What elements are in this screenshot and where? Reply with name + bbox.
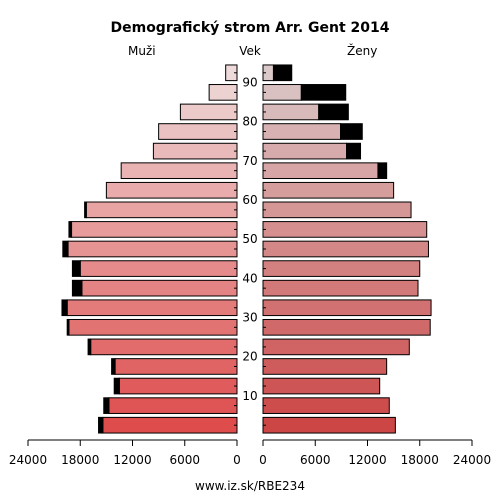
age-tick-label-70: 70 — [242, 154, 257, 168]
male-bar-15-19 — [114, 358, 238, 375]
female-bar-25-29 — [262, 318, 431, 336]
female-bar-50-54 — [262, 221, 428, 238]
female-surplus-90+ — [272, 64, 293, 82]
male-surplus-45-49 — [62, 240, 69, 258]
male-bar-80-84 — [179, 103, 238, 121]
female-x-tick-label-24000: 24000 — [453, 453, 491, 467]
age-tick-label-20: 20 — [242, 350, 257, 364]
age-tick-label-90: 90 — [242, 76, 257, 90]
female-bar-15-19 — [262, 358, 388, 375]
male-x-tick-label-0: 0 — [233, 453, 241, 467]
male-bar-50-54 — [71, 221, 238, 238]
male-x-tick-label-18000: 18000 — [61, 453, 99, 467]
male-bar-55-59 — [85, 201, 238, 219]
female-bar-0-4 — [262, 416, 396, 434]
male-bar-45-49 — [67, 240, 238, 258]
female-bar-5-9 — [262, 397, 390, 414]
male-surplus-30-34 — [61, 299, 68, 317]
male-surplus-0-4 — [98, 416, 104, 434]
female-bar-10-14 — [262, 377, 381, 395]
age-tick-label-10: 10 — [242, 389, 257, 403]
male-bar-70-74 — [152, 142, 238, 160]
female-surplus-65-69 — [377, 162, 388, 180]
female-bar-35-39 — [262, 279, 419, 297]
female-bar-85-89 — [262, 84, 302, 101]
male-bar-30-34 — [66, 299, 238, 317]
female-bar-80-84 — [262, 103, 320, 121]
male-bar-85-89 — [208, 84, 238, 101]
male-surplus-20-24 — [87, 338, 92, 356]
male-bar-20-24 — [90, 338, 238, 356]
age-tick-label-80: 80 — [242, 115, 257, 129]
male-bar-0-4 — [102, 416, 238, 434]
male-bar-35-39 — [81, 279, 238, 297]
male-bar-65-69 — [120, 162, 238, 180]
male-bar-40-44 — [79, 260, 238, 277]
male-surplus-55-59 — [84, 201, 87, 219]
female-x-tick-label-12000: 12000 — [348, 453, 386, 467]
age-tick-label-40: 40 — [242, 271, 257, 285]
female-bar-45-49 — [262, 240, 429, 258]
male-surplus-5-9 — [103, 397, 110, 414]
plot-area: 24000 18000 12000 6000 0 0 6000 12000 18000 24000… — [9, 64, 491, 467]
female-bar-40-44 — [262, 260, 421, 277]
male-x-tick-label-12000: 12000 — [113, 453, 151, 467]
male-bar-60-64 — [105, 181, 238, 199]
age-tick-label-60: 60 — [242, 193, 257, 207]
female-surplus-85-89 — [300, 84, 347, 101]
male-surplus-50-54 — [68, 221, 73, 238]
male-surplus-10-14 — [113, 377, 120, 395]
female-surplus-80-84 — [318, 103, 349, 121]
male-surplus-25-29 — [66, 318, 70, 336]
male-x-tick-label-24000: 24000 — [9, 453, 47, 467]
female-bar-65-69 — [262, 162, 379, 180]
female-x-tick-label-6000: 6000 — [300, 453, 331, 467]
left-series-label: Muži — [128, 44, 156, 58]
age-tick-label-50: 50 — [242, 232, 257, 246]
male-bar-25-29 — [68, 318, 238, 336]
female-surplus-70-74 — [346, 142, 362, 160]
female-bar-30-34 — [262, 299, 432, 317]
right-series-label: Ženy — [347, 43, 377, 58]
male-x-tick-label-6000: 6000 — [169, 453, 200, 467]
age-tick-label-30: 30 — [242, 311, 257, 325]
male-bar-10-14 — [118, 377, 238, 395]
female-bar-20-24 — [262, 338, 410, 356]
female-bar-55-59 — [262, 201, 412, 219]
chart-title: Demografický strom Arr. Gent 2014 — [110, 20, 389, 36]
female-bar-70-74 — [262, 142, 348, 160]
female-x-tick-label-0: 0 — [259, 453, 267, 467]
male-bar-5-9 — [108, 397, 238, 414]
male-surplus-40-44 — [71, 260, 81, 277]
male-bar-75-79 — [158, 123, 238, 140]
footer-source: www.iz.sk/RBE234 — [195, 479, 305, 493]
female-surplus-75-79 — [340, 123, 363, 140]
male-surplus-15-19 — [111, 358, 116, 375]
female-bar-75-79 — [262, 123, 342, 140]
female-x-tick-label-18000: 18000 — [401, 453, 439, 467]
male-surplus-35-39 — [71, 279, 83, 297]
age-axis-label: Vek — [239, 44, 261, 58]
female-bar-60-64 — [262, 181, 395, 199]
